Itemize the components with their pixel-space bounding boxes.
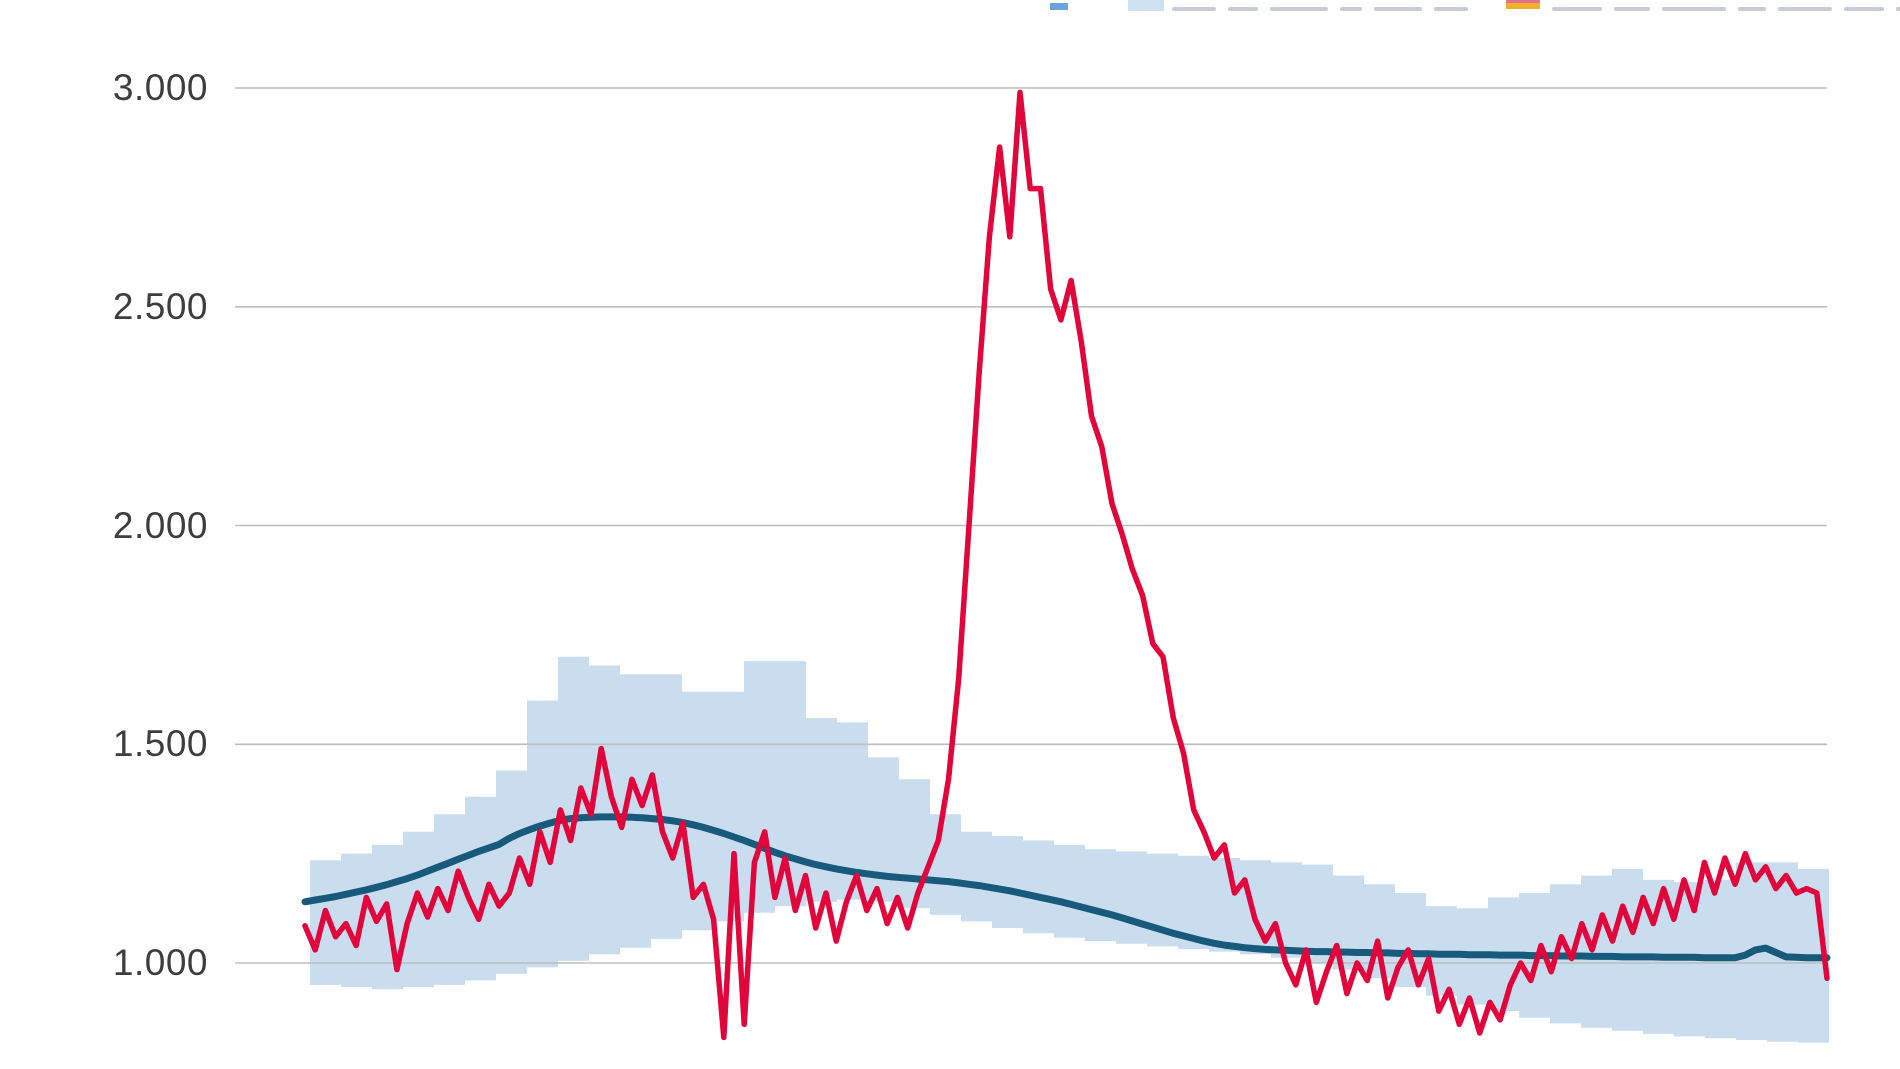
observed-series-label-fragment (1738, 7, 1766, 11)
observed-series-label-fragment (1614, 7, 1650, 11)
observed-series-label-fragment (1896, 7, 1900, 11)
observed-line (302, 89, 1830, 1041)
y-tick-label: 1.500 (112, 723, 208, 765)
expected-series-with-band-marker-icon (1128, 0, 1164, 11)
y-tick-label: 2.500 (112, 285, 208, 327)
observed-series-label-fragment (1552, 7, 1602, 11)
expected-series-with-band-label-fragment (1270, 7, 1328, 11)
y-tick-label: 2.000 (112, 504, 208, 546)
series-lines-group (301, 89, 1831, 1041)
expected-series-with-band-label-fragment (1172, 7, 1216, 11)
gridlines-group (235, 87, 1827, 964)
observed-series-label-fragment (1662, 7, 1726, 11)
expected-series-with-band-label-fragment (1228, 7, 1258, 11)
y-tick-label: 1.000 (112, 942, 208, 983)
legend (0, 0, 1900, 16)
y-tick-label: 3.000 (112, 67, 208, 108)
observed-series-marker-icon (1506, 3, 1540, 9)
expected-series-with-band-label-fragment (1340, 7, 1362, 11)
confidence-band-area (310, 656, 1829, 1044)
expected-series-with-band-label-fragment (1374, 7, 1422, 11)
expected-series-with-band-marker-icon (1050, 3, 1068, 10)
observed-series-label-fragment (1844, 7, 1884, 11)
expected-series-with-band-label-fragment (1434, 7, 1468, 11)
observed-series-label-fragment (1778, 7, 1832, 11)
observed-series-marker-icon (1506, 0, 1540, 3)
confidence-band-group (310, 656, 1829, 1044)
